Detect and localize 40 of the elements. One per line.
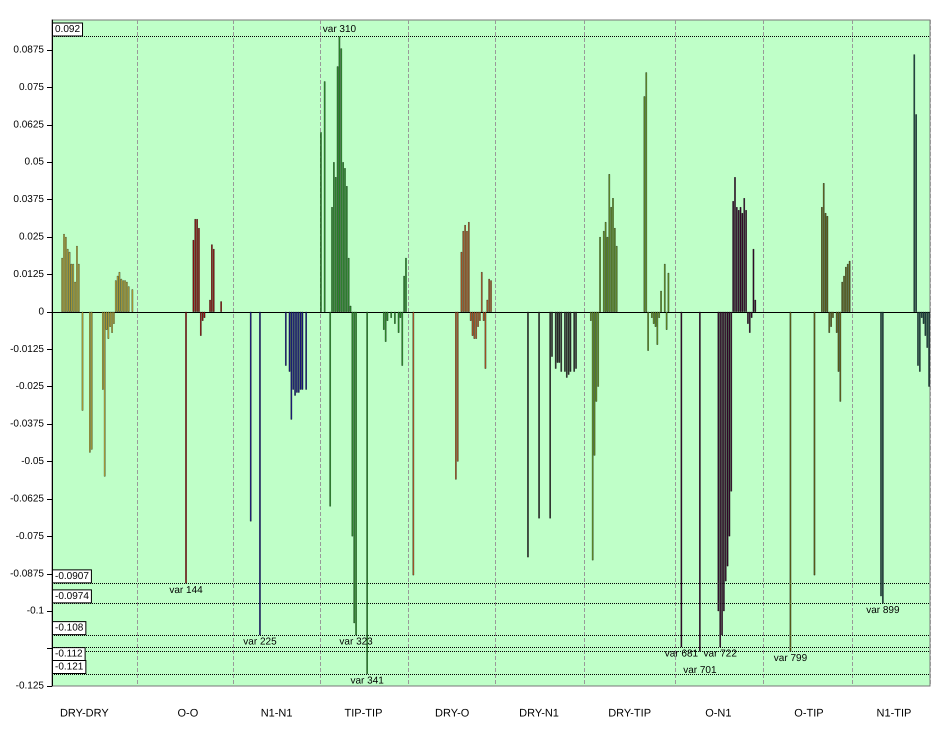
y-tick-label: 0 [38, 306, 44, 318]
y-tick-label: -0.05 [21, 456, 44, 468]
y-tick-label: -0.0875 [10, 568, 44, 580]
ref-line-label: -0.112 [55, 648, 84, 660]
x-tick-label: O-N1 [705, 708, 732, 720]
data-label: var 899 [866, 604, 900, 616]
y-tick-label: -0.0125 [10, 344, 44, 355]
x-tick-label: O-O [177, 708, 199, 720]
x-tick-label: DRY-DRY [60, 708, 110, 720]
ref-line-label: -0.121 [55, 662, 84, 673]
y-tick-label: 0.0875 [13, 44, 44, 56]
data-label: var 341 [350, 676, 384, 687]
data-label: var 225 [243, 636, 278, 648]
data-label: var 144 [169, 584, 204, 596]
x-tick-label: DRY-TIP [608, 708, 652, 720]
ref-line-label: -0.108 [55, 622, 84, 634]
data-label: var 310 [322, 24, 357, 35]
x-tick-label: DRY-N1 [519, 708, 559, 720]
y-tick-label: 0.05 [24, 156, 44, 168]
ref-line-label: 0.092 [55, 24, 80, 35]
x-tick-label: DRY-O [435, 708, 470, 720]
y-tick-label: -0.0375 [10, 418, 44, 430]
x-tick-label: N1-N1 [260, 708, 292, 720]
y-tick-label: 0.075 [18, 82, 44, 93]
ref-line-label: -0.0907 [55, 570, 90, 582]
y-tick-label: -0.075 [16, 530, 44, 542]
x-tick-label: TIP-TIP [344, 708, 382, 720]
y-tick-label: -0.1 [26, 606, 44, 617]
data-label: var 701 [683, 665, 717, 676]
y-tick-label: 0.0375 [13, 194, 44, 206]
y-tick-label: 0.0125 [13, 268, 44, 280]
y-tick-label: -0.025 [16, 381, 44, 392]
ref-line-label: -0.0974 [55, 590, 90, 602]
x-tick-label: O-TIP [794, 708, 824, 720]
y-tick-label: -0.0625 [10, 493, 44, 504]
y-tick-label: 0.025 [18, 232, 44, 243]
y-tick-label: 0.0625 [13, 119, 44, 130]
x-tick-label: N1-TIP [876, 708, 912, 720]
y-tick-label: -0.125 [16, 680, 44, 692]
data-label: var 799 [774, 653, 808, 664]
